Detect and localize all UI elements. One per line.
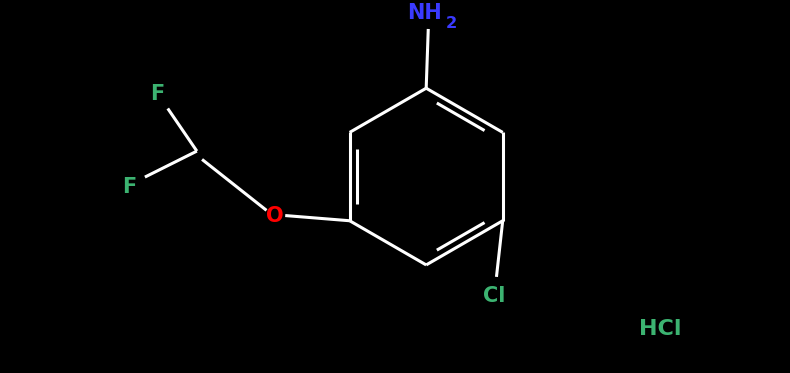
Text: NH: NH [407,3,442,23]
Text: F: F [122,178,137,197]
Text: 2: 2 [446,16,457,31]
Text: O: O [266,206,284,226]
Text: HCl: HCl [639,319,681,339]
Text: Cl: Cl [483,286,506,305]
Text: F: F [150,84,164,104]
